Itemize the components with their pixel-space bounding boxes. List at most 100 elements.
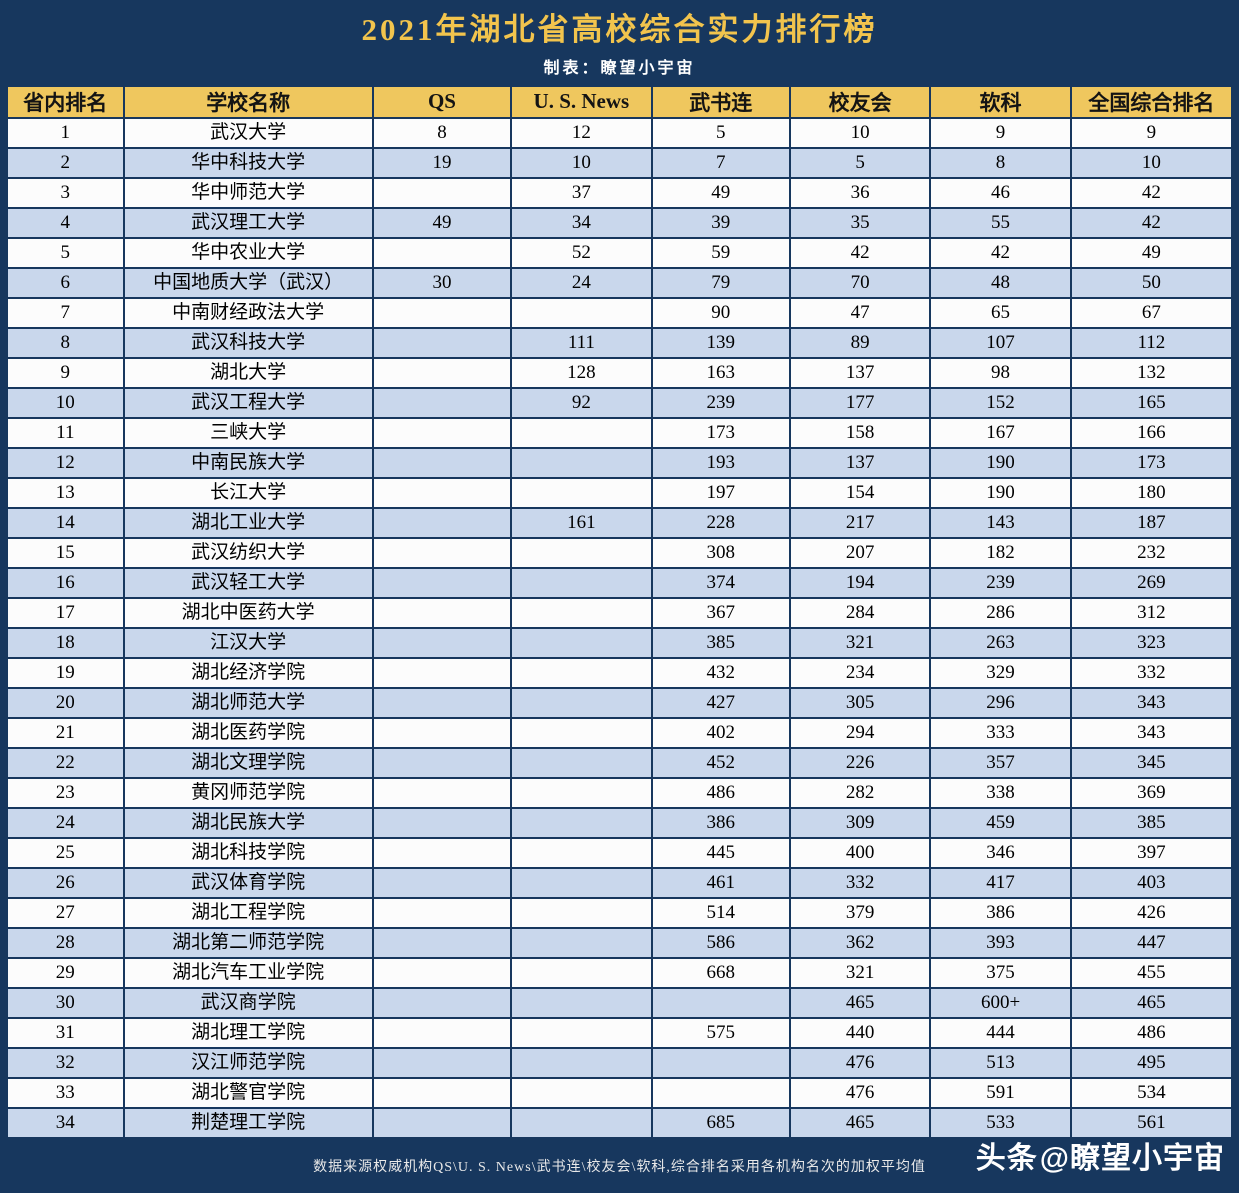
- table-row: 11 三峡大学 173 158 167 166: [6, 416, 1234, 449]
- table-row: 18 江汉大学 385 321 263 323: [6, 626, 1234, 659]
- table-row: 29 湖北汽车工业学院 668 321 375 455: [6, 956, 1234, 989]
- score-cell: 42: [1069, 176, 1234, 209]
- table-row: 3 华中师范大学 37 49 36 46 42: [6, 176, 1234, 209]
- score-cell: 65: [929, 296, 1072, 329]
- score-cell: [371, 416, 513, 449]
- score-cell: [510, 416, 653, 449]
- rank-cell: 11: [6, 416, 125, 449]
- rank-cell: 22: [6, 746, 125, 779]
- score-cell: [371, 296, 513, 329]
- score-cell: 166: [1069, 416, 1234, 449]
- score-cell: 600+: [929, 986, 1072, 1019]
- score-cell: 338: [929, 776, 1072, 809]
- score-cell: 70: [788, 266, 932, 299]
- score-cell: 332: [1069, 656, 1234, 689]
- score-cell: [510, 296, 653, 329]
- rank-cell: 10: [6, 386, 125, 419]
- score-cell: 111: [510, 326, 653, 359]
- school-name-cell: 江汉大学: [122, 626, 374, 659]
- score-cell: 332: [788, 866, 932, 899]
- score-cell: 375: [929, 956, 1072, 989]
- score-cell: 137: [788, 446, 932, 479]
- score-cell: 132: [1069, 356, 1234, 389]
- score-cell: [510, 776, 653, 809]
- score-cell: 128: [510, 356, 653, 389]
- score-cell: 486: [650, 776, 791, 809]
- table-row: 34 荆楚理工学院 685 465 533 561: [6, 1106, 1234, 1140]
- score-cell: 228: [650, 506, 791, 539]
- score-cell: [371, 806, 513, 839]
- column-header: 校友会: [788, 84, 932, 119]
- score-cell: 305: [788, 686, 932, 719]
- score-cell: [371, 866, 513, 899]
- page-title: 2021年湖北省高校综合实力排行榜: [361, 12, 878, 47]
- score-cell: [510, 926, 653, 959]
- score-cell: 486: [1069, 1016, 1234, 1049]
- rank-cell: 12: [6, 446, 125, 479]
- table-row: 16 武汉轻工大学 374 194 239 269: [6, 566, 1234, 599]
- score-cell: [510, 986, 653, 1019]
- score-cell: 362: [788, 926, 932, 959]
- school-name-cell: 湖北师范大学: [122, 686, 374, 719]
- score-cell: [510, 656, 653, 689]
- score-cell: 173: [1069, 446, 1234, 479]
- score-cell: [371, 986, 513, 1019]
- score-cell: 10: [788, 116, 932, 149]
- score-cell: [371, 656, 513, 689]
- table-row: 10 武汉工程大学 92 239 177 152 165: [6, 386, 1234, 419]
- score-cell: 190: [929, 446, 1072, 479]
- score-cell: 591: [929, 1076, 1072, 1109]
- school-name-cell: 湖北医药学院: [122, 716, 374, 749]
- score-cell: [371, 956, 513, 989]
- score-cell: [371, 686, 513, 719]
- column-header: 省内排名: [6, 84, 125, 119]
- score-cell: 309: [788, 806, 932, 839]
- score-cell: 52: [510, 236, 653, 269]
- table-row: 5 华中农业大学 52 59 42 42 49: [6, 236, 1234, 269]
- score-cell: [371, 836, 513, 869]
- score-cell: 459: [929, 806, 1072, 839]
- score-cell: 48: [929, 266, 1072, 299]
- school-name-cell: 武汉工程大学: [122, 386, 374, 419]
- score-cell: [510, 626, 653, 659]
- score-cell: 46: [929, 176, 1072, 209]
- score-cell: [510, 896, 653, 929]
- score-cell: 8: [371, 116, 513, 149]
- score-cell: 152: [929, 386, 1072, 419]
- score-cell: 668: [650, 956, 791, 989]
- score-cell: 461: [650, 866, 791, 899]
- score-cell: 36: [788, 176, 932, 209]
- school-name-cell: 华中农业大学: [122, 236, 374, 269]
- score-cell: [510, 536, 653, 569]
- score-cell: 333: [929, 716, 1072, 749]
- school-name-cell: 中南民族大学: [122, 446, 374, 479]
- score-cell: 239: [929, 566, 1072, 599]
- score-cell: 417: [929, 866, 1072, 899]
- score-cell: 561: [1069, 1106, 1234, 1140]
- score-cell: 37: [510, 176, 653, 209]
- score-cell: [371, 716, 513, 749]
- rank-cell: 2: [6, 146, 125, 179]
- score-cell: [371, 476, 513, 509]
- score-cell: [510, 476, 653, 509]
- rank-cell: 32: [6, 1046, 125, 1079]
- score-cell: 312: [1069, 596, 1234, 629]
- rank-cell: 17: [6, 596, 125, 629]
- score-cell: [371, 506, 513, 539]
- score-cell: 197: [650, 476, 791, 509]
- rank-cell: 13: [6, 476, 125, 509]
- score-cell: 7: [650, 146, 791, 179]
- score-cell: 47: [788, 296, 932, 329]
- score-cell: [510, 1076, 653, 1109]
- poster-footer: 数据来源权威机构QS\U. S. News\武书连\校友会\软科,综合排名采用各…: [0, 1139, 1239, 1193]
- score-cell: 143: [929, 506, 1072, 539]
- table-row: 30 武汉商学院 465 600+ 465: [6, 986, 1234, 1019]
- school-name-cell: 汉江师范学院: [122, 1046, 374, 1079]
- column-header: 学校名称: [122, 84, 374, 119]
- score-cell: 187: [1069, 506, 1234, 539]
- school-name-cell: 湖北工业大学: [122, 506, 374, 539]
- score-cell: 514: [650, 896, 791, 929]
- score-cell: [371, 386, 513, 419]
- score-cell: 345: [1069, 746, 1234, 779]
- score-cell: 357: [929, 746, 1072, 779]
